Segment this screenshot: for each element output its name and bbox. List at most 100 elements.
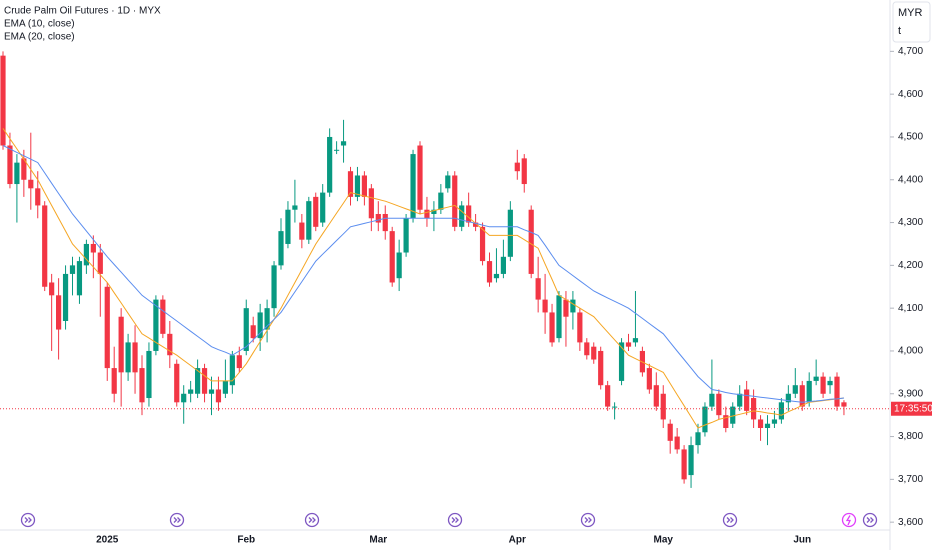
candle-body bbox=[306, 201, 312, 240]
candle-body bbox=[841, 402, 847, 407]
candle-body bbox=[410, 154, 416, 219]
candle-body bbox=[806, 380, 812, 403]
candle-body bbox=[299, 222, 305, 240]
candle-body bbox=[827, 380, 833, 386]
candle-body bbox=[674, 436, 680, 450]
y-tick-label: 4,700 bbox=[898, 46, 923, 57]
event-icon[interactable] bbox=[580, 512, 596, 528]
candle-body bbox=[452, 175, 458, 227]
candle-body bbox=[570, 299, 576, 313]
y-tick-label: 4,000 bbox=[898, 346, 923, 357]
candle-body bbox=[785, 393, 791, 403]
candle-body bbox=[271, 265, 277, 309]
candle-body bbox=[723, 415, 729, 428]
candle-body bbox=[459, 205, 465, 227]
candle-body bbox=[813, 376, 819, 381]
y-tick-label: 4,200 bbox=[898, 260, 923, 271]
chart-title: Crude Palm Oil Futures · 1D · MYX bbox=[4, 6, 161, 17]
candle-body bbox=[730, 406, 736, 424]
ema-line bbox=[2, 128, 845, 429]
candle-body bbox=[222, 380, 228, 394]
candle-body bbox=[479, 226, 486, 262]
candle-body bbox=[83, 243, 89, 266]
candle-body bbox=[188, 389, 194, 394]
candle-body bbox=[229, 355, 235, 386]
candle-body bbox=[625, 342, 632, 347]
candle-body bbox=[424, 209, 430, 219]
countdown: 17:35:50 bbox=[894, 403, 932, 414]
y-tick-label: 4,100 bbox=[898, 303, 923, 314]
event-icon[interactable] bbox=[304, 512, 320, 528]
candle-body bbox=[76, 261, 83, 296]
event-icon[interactable] bbox=[169, 512, 185, 528]
x-tick-label: May bbox=[654, 535, 674, 546]
unit-box[interactable] bbox=[892, 1, 931, 43]
candle-body bbox=[799, 385, 805, 407]
candle-body bbox=[577, 312, 583, 343]
candle-body bbox=[466, 205, 472, 223]
event-icon[interactable] bbox=[841, 512, 857, 528]
event-icons bbox=[20, 512, 878, 528]
candle-body bbox=[709, 393, 715, 407]
x-tick-label: 2025 bbox=[96, 535, 119, 546]
x-tick-label: Apr bbox=[509, 535, 526, 546]
candle-body bbox=[473, 222, 479, 227]
candle-body bbox=[320, 192, 326, 223]
candle-body bbox=[771, 419, 778, 424]
y-tick-label: 3,800 bbox=[898, 431, 923, 442]
candle-body bbox=[820, 376, 826, 394]
event-icon[interactable] bbox=[722, 512, 738, 528]
candle-body bbox=[542, 299, 548, 313]
candle-body bbox=[695, 432, 701, 446]
candle-body bbox=[521, 158, 527, 185]
candle-body bbox=[417, 145, 423, 210]
candle-body bbox=[375, 214, 381, 223]
candle-body bbox=[56, 295, 62, 330]
candle-body bbox=[646, 368, 652, 390]
candle-body bbox=[396, 252, 402, 279]
candle-body bbox=[42, 205, 48, 287]
unit: t bbox=[898, 25, 901, 37]
candle-body bbox=[431, 209, 437, 214]
event-icon[interactable] bbox=[862, 512, 878, 528]
candle-body bbox=[563, 299, 569, 317]
legend-entry: EMA (10, close) bbox=[4, 19, 75, 30]
candle-body bbox=[313, 196, 319, 227]
candle-body bbox=[764, 423, 771, 428]
candle-body bbox=[285, 209, 291, 244]
candle-body bbox=[327, 136, 333, 193]
candle-body bbox=[361, 175, 367, 197]
candle-body bbox=[264, 308, 270, 330]
candle-body bbox=[208, 389, 215, 394]
candle-body bbox=[354, 175, 361, 197]
candle-body bbox=[514, 162, 520, 172]
candle-body bbox=[605, 385, 611, 407]
candle-body bbox=[500, 256, 506, 274]
candle-body bbox=[653, 385, 659, 407]
event-icon[interactable] bbox=[20, 512, 36, 528]
event-icon[interactable] bbox=[447, 512, 463, 528]
candle-body bbox=[403, 218, 409, 253]
candle-body bbox=[612, 406, 618, 408]
candle-body bbox=[778, 402, 784, 420]
x-tick-label: Mar bbox=[369, 535, 387, 546]
candle-body bbox=[584, 342, 590, 356]
candle-body bbox=[618, 342, 625, 381]
candle-body bbox=[834, 376, 840, 407]
candle-body bbox=[591, 346, 597, 360]
candle-body bbox=[334, 149, 340, 151]
candle-body bbox=[667, 423, 673, 441]
candle-body bbox=[250, 325, 256, 339]
y-tick-label: 3,900 bbox=[898, 388, 923, 399]
candle-body bbox=[14, 162, 20, 185]
candle-body bbox=[139, 368, 145, 403]
candle-body bbox=[438, 192, 444, 210]
candle-body bbox=[111, 368, 117, 394]
candle-body bbox=[347, 171, 354, 197]
candle-body bbox=[49, 282, 55, 296]
candle-body bbox=[28, 179, 34, 189]
y-tick-label: 4,400 bbox=[898, 174, 923, 185]
candle-body bbox=[493, 273, 500, 279]
y-tick-label: 3,600 bbox=[898, 517, 923, 528]
candle-body bbox=[486, 261, 493, 283]
